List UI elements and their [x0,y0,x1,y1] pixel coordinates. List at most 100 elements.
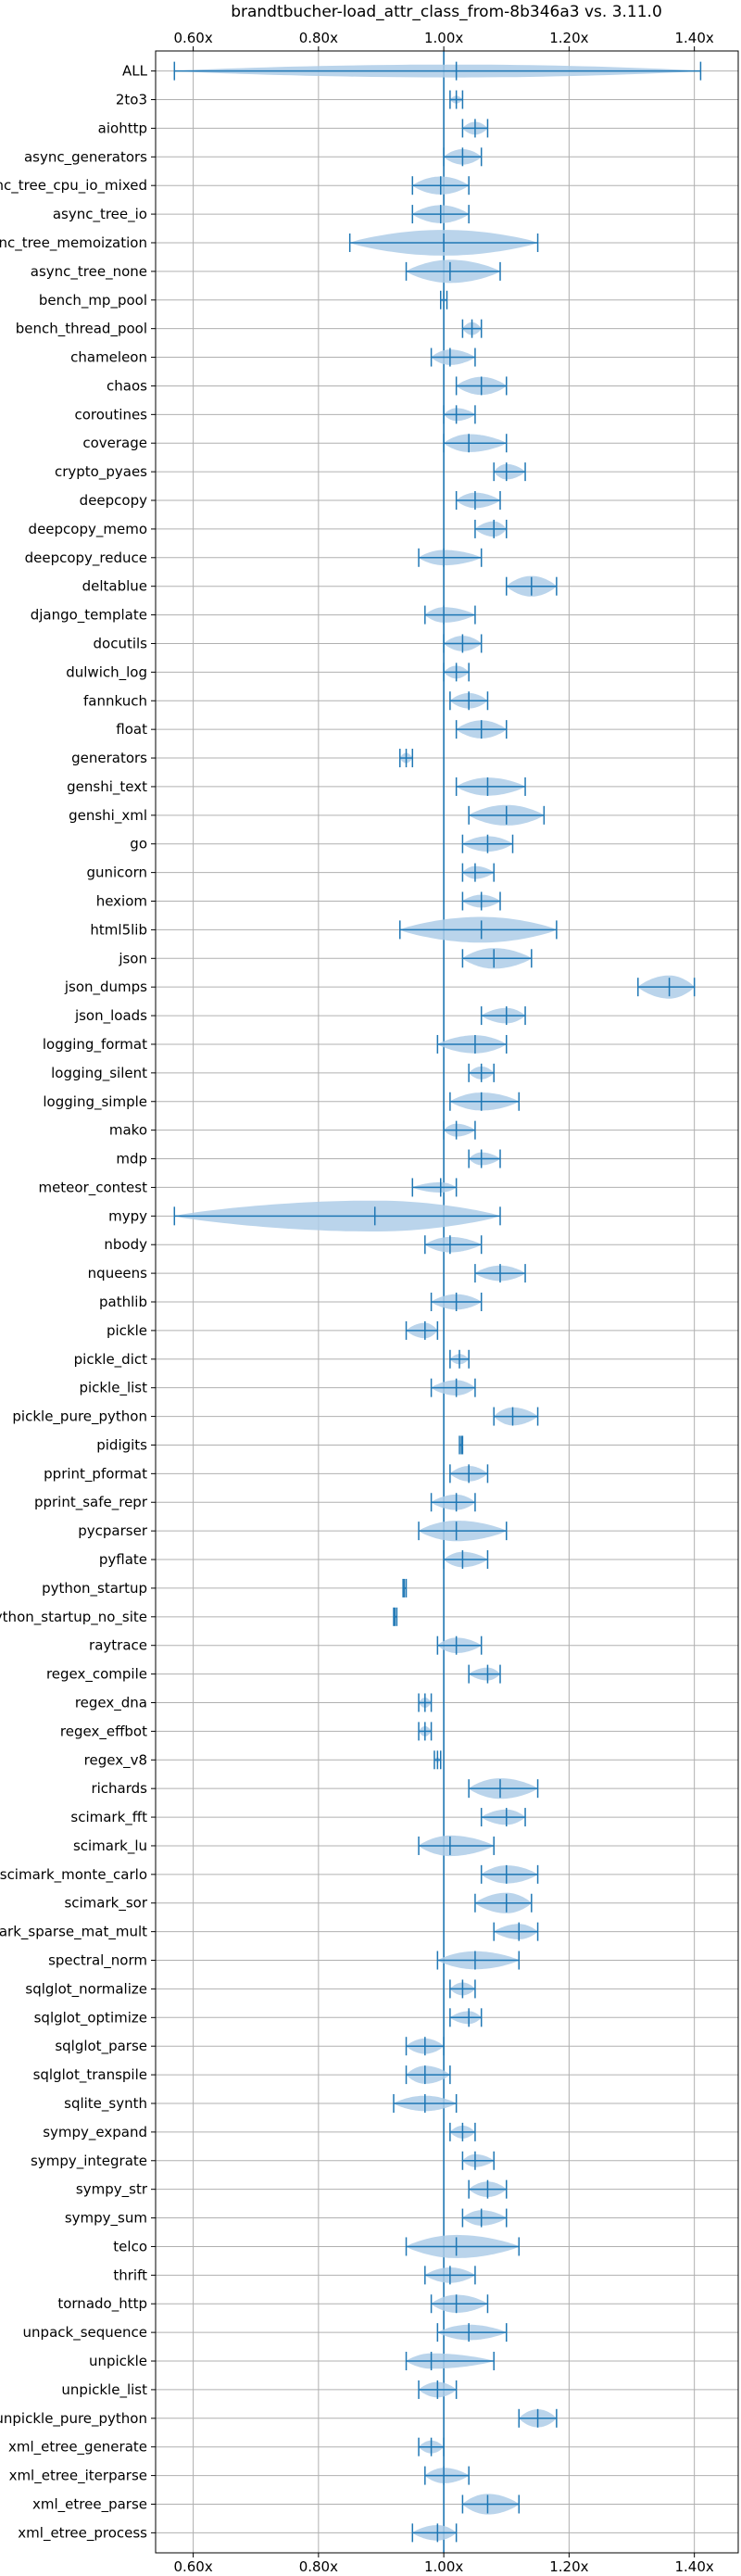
violin-xml_etree_process [411,2523,458,2543]
violin-xml_etree_iterparse [424,2466,470,2485]
violin-telco [405,2234,521,2258]
violin-sympy_str [468,2179,508,2199]
violin-scimark_fft [480,1808,526,1827]
benchmark-label: crypto_pyaes [55,463,147,481]
benchmark-label: scimark_fft [70,1809,147,1826]
violin-nqueens [474,1264,526,1283]
benchmark-label: pickle_list [79,1380,147,1397]
benchmark-label: spectral_norm [48,1952,147,1970]
benchmark-label: pickle [107,1322,147,1339]
violin-tornado_http [430,2294,489,2314]
benchmark-label: pidigits [96,1436,147,1453]
benchmark-label: regex_v8 [84,1751,147,1769]
benchmark-label: unpack_sequence [23,2324,147,2342]
benchmark-label: tornado_http [57,2295,147,2313]
benchmark-label: go [130,836,147,852]
violin-logging_silent [468,1063,495,1082]
violin-logging_simple [449,1092,521,1111]
benchmark-label: ALL [122,63,148,80]
benchmark-label: async_tree_io [53,206,147,223]
violin-go [461,834,514,853]
benchmark-label: pprint_pformat [44,1465,147,1483]
benchmark-label: scimark_sor [64,1895,147,1913]
benchmark-label: nbody [104,1236,147,1253]
violin-scimark_sor [474,1892,533,1913]
benchmark-label: generators [71,750,147,766]
x-tick-label-bottom: 0.60x [173,2558,212,2575]
benchmark-label: thrift [113,2267,147,2283]
benchmark-label: docutils [94,635,148,651]
violin-layer [173,51,702,2553]
violin-richards [468,1778,539,1799]
violin-async_generators [443,147,483,167]
benchmark-label: html5lib [90,921,147,938]
benchmark-label: float [116,721,147,738]
chart-title: brandtbucher-load_attr_class_from-8b346a… [231,3,662,21]
violin-async_tree_memoization [348,230,539,256]
violin-deltablue [506,575,558,597]
violin-nbody [424,1235,483,1255]
violin-pathlib [430,1293,483,1311]
violin-pprint_safe_repr [430,1493,476,1512]
violin-xml_etree_parse [461,2494,521,2515]
x-tick-label-bottom: 1.00x [424,2558,463,2575]
benchmark-label: genshi_text [67,778,147,796]
benchmark-label: hexiom [96,893,147,910]
violin-scimark_monte_carlo [480,1864,539,1884]
violin-float [455,720,508,739]
violin-pycparser [418,1521,508,1542]
benchmark-label: sqlglot_parse [55,2038,147,2055]
benchmark-label: async_generators [24,148,147,166]
benchmark-label: deepcopy [80,492,147,509]
benchmark-label: sympy_sum [65,2210,147,2228]
benchmark-label: gunicorn [86,865,147,881]
violin-json [461,948,533,969]
x-tick-label-bottom: 1.20x [549,2558,588,2575]
violin-hexiom [461,891,501,911]
benchmark-label: unpickle [89,2353,147,2369]
violin-pickle_pure_python [493,1407,539,1426]
benchmark-label: deepcopy_reduce [25,549,147,567]
benchmark-label: pyflate [99,1551,147,1568]
x-tick-label-top: 1.00x [424,30,463,46]
violin-python_startup [402,1578,408,1597]
violin-json_loads [480,1006,526,1026]
benchmark-label: sqlglot_optimize [34,2009,147,2027]
benchmark-label: coverage [82,435,147,451]
benchmark-label: scimark_sparse_mat_mult [0,1924,147,1941]
violin-aiohttp [461,119,489,138]
benchmark-label: regex_dna [75,1694,147,1711]
benchmark-label: raytrace [89,1637,147,1654]
violin-async_tree_none [405,259,501,284]
benchmark-label: pickle_dict [74,1351,147,1369]
violin-sqlite_synth [393,2093,458,2113]
violin-ALL [173,61,702,81]
violin-docutils [443,634,483,653]
violin-meteor_contest [411,1178,458,1197]
benchmark-label: dulwich_log [66,663,147,681]
benchmark-label: async_tree_memoization [0,234,147,252]
violin-sqlglot_transpile [405,2065,451,2085]
violin-sympy_integrate [461,2151,495,2170]
violin-mypy [173,1200,501,1231]
violin-unpickle [405,2352,495,2371]
benchmark-label: meteor_contest [38,1179,147,1196]
violin-async_tree_cpu_io_mixed [411,176,470,196]
violin-genshi_xml [468,804,546,826]
benchmark-label: logging_format [43,1036,147,1054]
benchmark-label: mdp [116,1151,147,1168]
benchmark-label: deepcopy_memo [29,521,147,538]
benchmark-label: sympy_str [76,2181,148,2199]
benchmark-label: logging_simple [43,1093,147,1111]
violin-scimark_lu [418,1835,495,1857]
benchmark-label: pickle_pure_python [12,1408,147,1426]
violin-json_dumps [637,975,696,999]
violin-coroutines [443,405,476,424]
violin-spectral_norm [436,1951,521,1970]
violin-html5lib [399,916,558,943]
benchmark-label: richards [91,1780,147,1797]
x-tick-label-bottom: 0.80x [299,2558,338,2575]
violin-unpickle_pure_python [518,2408,558,2428]
